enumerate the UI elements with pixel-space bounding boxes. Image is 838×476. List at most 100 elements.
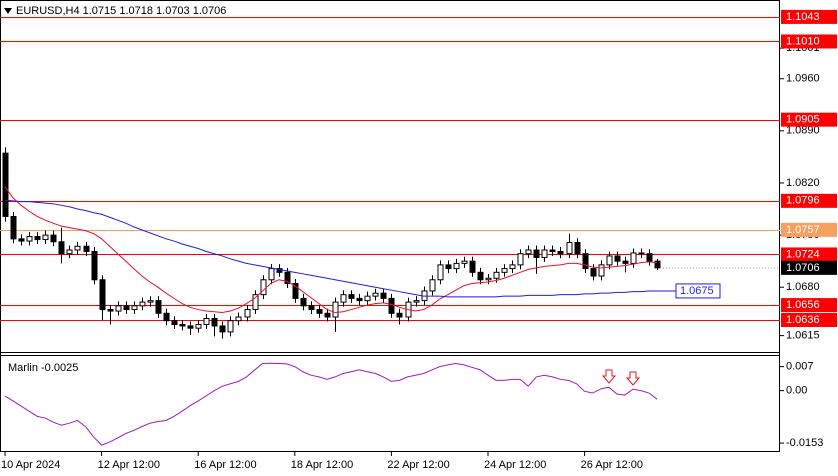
- candle-body: [42, 234, 49, 241]
- level-label-box: [781, 112, 837, 127]
- level-label: 1.0796: [786, 195, 820, 207]
- candle-body: [541, 249, 548, 258]
- x-tick-label: 10 Apr 2024: [1, 459, 60, 471]
- candle-body: [83, 245, 90, 252]
- candle-body: [453, 262, 460, 270]
- y-tick-label: 1.0680: [786, 281, 820, 293]
- candle-body: [18, 238, 25, 242]
- level-label-box: [781, 193, 837, 208]
- candle-body: [485, 277, 492, 281]
- candle-body: [58, 241, 65, 255]
- candle-body: [179, 323, 186, 327]
- candle-body: [429, 279, 436, 292]
- candle-body: [66, 249, 73, 255]
- level-label: 1.0656: [786, 299, 820, 311]
- candle-body: [115, 305, 122, 312]
- chart-title: EURUSD,H4 1.0715 1.0718 1.0703 1.0706: [16, 5, 226, 17]
- y-tick-label: 1.0890: [786, 125, 820, 137]
- candle-body: [74, 245, 81, 251]
- candle-body: [235, 316, 242, 322]
- candle-body: [501, 268, 508, 273]
- candle-body: [413, 300, 420, 303]
- candle-body: [131, 305, 138, 311]
- candle-body: [268, 268, 275, 281]
- ma-label-box: [675, 283, 721, 299]
- candle-body: [2, 152, 9, 217]
- level-label: 1.0724: [786, 248, 820, 260]
- x-tick-label: 16 Apr 12:00: [194, 459, 256, 471]
- candle-body: [163, 312, 170, 322]
- candle-body: [324, 312, 331, 318]
- candle-body: [211, 317, 218, 327]
- x-tick-label: 12 Apr 12:00: [98, 459, 160, 471]
- candle-body: [646, 253, 653, 262]
- level-label: 1.0636: [786, 314, 820, 326]
- candle-body: [219, 325, 226, 333]
- y-tick-label: 1.0615: [786, 330, 820, 342]
- candle-body: [356, 297, 363, 302]
- y2-tick-label: 0.007: [786, 361, 814, 373]
- candle-body: [171, 320, 178, 325]
- candle-body: [396, 312, 403, 318]
- plot-frame: [0, 0, 780, 452]
- candle-body: [348, 294, 355, 299]
- candle-body: [549, 249, 556, 252]
- candle-body: [469, 260, 476, 273]
- candle-body: [147, 300, 154, 303]
- last-price-box: [781, 260, 837, 275]
- candle-body: [155, 300, 162, 314]
- candle-body: [195, 323, 202, 329]
- y2-tick-label: -0.0153: [786, 437, 823, 449]
- candle-body: [364, 295, 371, 302]
- candle-body: [284, 271, 291, 284]
- y-tick-label: 1.0820: [786, 177, 820, 189]
- candle-body: [574, 242, 581, 255]
- candle-body: [300, 297, 307, 307]
- candle-body: [461, 260, 468, 264]
- candle-body: [91, 250, 98, 281]
- level-label-box: [781, 247, 837, 262]
- candle-body: [477, 271, 484, 281]
- level-label: 1.1043: [786, 11, 820, 23]
- y2-tick-label: 0.00: [786, 385, 807, 397]
- candle-body: [139, 301, 146, 307]
- y-tick-label: 1.0960: [786, 73, 820, 85]
- last-price-label: 1.0706: [786, 262, 820, 274]
- level-label: 1.1010: [786, 35, 820, 47]
- level-label-box: [781, 222, 837, 237]
- indicator-line: [4, 362, 658, 446]
- candle-body: [292, 282, 299, 299]
- candle-body: [388, 297, 395, 314]
- ma-line: [4, 186, 658, 314]
- signal-arrow: [601, 369, 617, 384]
- candle-body: [638, 252, 645, 255]
- x-tick-label: 26 Apr 12:00: [581, 459, 643, 471]
- candle-body: [509, 264, 516, 270]
- candle-body: [50, 234, 57, 243]
- title-arrow: [4, 8, 12, 14]
- x-tick-label: 22 Apr 12:00: [387, 459, 449, 471]
- candle-body: [123, 305, 130, 311]
- candle-body: [557, 250, 564, 255]
- level-label-box: [781, 312, 837, 327]
- candle-body: [187, 325, 194, 329]
- candle-body: [380, 292, 387, 299]
- candle-body: [332, 301, 339, 318]
- candle-body: [614, 255, 621, 262]
- level-label-box: [781, 9, 837, 24]
- level-label-box: [781, 34, 837, 49]
- candle-body: [316, 309, 323, 314]
- candle-body: [533, 249, 540, 258]
- candle-body: [582, 253, 589, 270]
- candle-body: [372, 292, 379, 297]
- level-label: 1.0757: [786, 224, 820, 236]
- candle-body: [308, 305, 315, 311]
- candle-body: [517, 253, 524, 266]
- ma-line: [4, 199, 658, 298]
- candle-body: [252, 294, 259, 311]
- candle-body: [437, 264, 444, 281]
- level-label-box: [781, 298, 837, 313]
- candle-body: [10, 215, 17, 240]
- candle-body: [244, 309, 251, 318]
